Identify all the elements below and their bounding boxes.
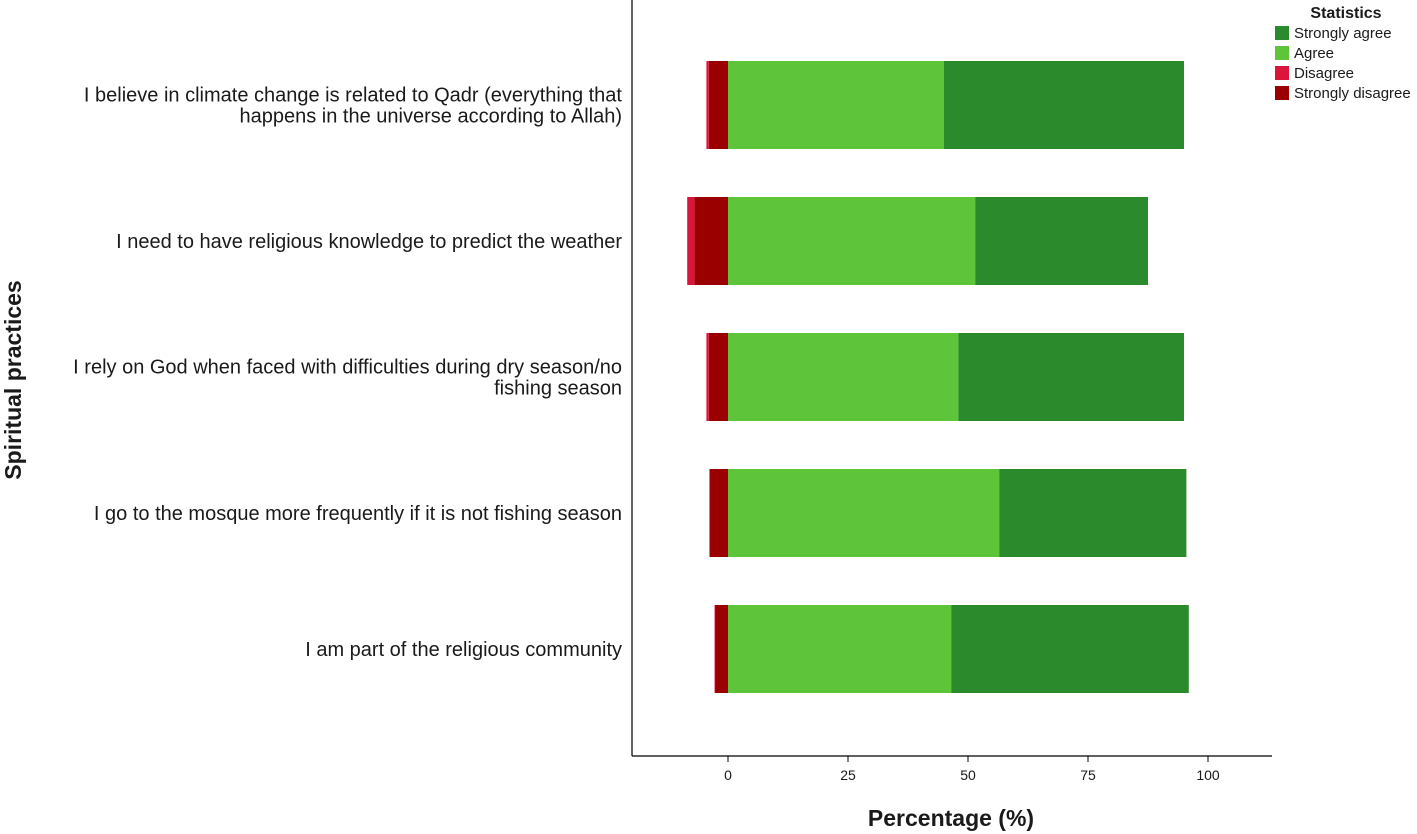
- legend-label-strongly-agree: Strongly agree: [1294, 25, 1392, 42]
- category-label: fishing season: [494, 378, 622, 400]
- legend-label-disagree: Disagree: [1294, 65, 1354, 82]
- bar-strongly-agree-5: [951, 605, 1189, 693]
- bar-agree-3: [728, 333, 959, 421]
- bar-agree-5: [728, 605, 952, 693]
- x-tick-label: 100: [1196, 767, 1220, 783]
- x-tick-label: 75: [1080, 767, 1096, 783]
- bar-strongly-agree-4: [999, 469, 1187, 557]
- legend-title: Statistics: [1310, 5, 1381, 22]
- x-tick-label: 25: [840, 767, 856, 783]
- category-label: I rely on God when faced with difficulti…: [73, 357, 622, 379]
- legend-label-agree: Agree: [1294, 45, 1334, 62]
- category-labels: I believe in climate change is related t…: [73, 85, 622, 662]
- bar-agree-4: [728, 469, 1000, 557]
- y-axis-title: Spiritual practices: [0, 280, 26, 479]
- category-label: I am part of the religious community: [305, 639, 622, 661]
- bars-layer: [687, 61, 1189, 693]
- x-axis-title: Percentage (%): [868, 805, 1034, 831]
- bar-disagree-1: [706, 61, 709, 149]
- legend-swatch-disagree: [1275, 66, 1289, 80]
- category-label: I go to the mosque more frequently if it…: [94, 503, 622, 525]
- category-label: happens in the universe according to All…: [240, 106, 622, 128]
- bar-disagree-2: [687, 197, 695, 285]
- bar-agree-2: [728, 197, 976, 285]
- legend-swatch-strongly-disagree: [1275, 86, 1289, 100]
- bar-agree-1: [728, 61, 944, 149]
- legend-label-strongly-disagree: Strongly disagree: [1294, 85, 1411, 102]
- bar-strongly-disagree-2: [694, 197, 728, 285]
- x-tick-label: 50: [960, 767, 976, 783]
- legend-swatch-agree: [1275, 46, 1289, 60]
- bar-strongly-disagree-4: [709, 469, 728, 557]
- bar-strongly-agree-1: [944, 61, 1184, 149]
- legend-swatch-strongly-agree: [1275, 26, 1289, 40]
- legend: Statistics Strongly agree Agree Disagree St…: [1275, 5, 1411, 102]
- bar-strongly-agree-2: [975, 197, 1148, 285]
- x-ticks: 0 25 50 75 100: [724, 756, 1220, 783]
- bar-disagree-3: [706, 333, 709, 421]
- bar-strongly-disagree-3: [708, 333, 728, 421]
- bar-strongly-agree-3: [958, 333, 1184, 421]
- category-label: I need to have religious knowledge to pr…: [116, 231, 622, 253]
- category-label: I believe in climate change is related t…: [84, 85, 623, 107]
- bar-strongly-disagree-5: [715, 605, 728, 693]
- bar-strongly-disagree-1: [708, 61, 728, 149]
- x-tick-label: 0: [724, 767, 732, 783]
